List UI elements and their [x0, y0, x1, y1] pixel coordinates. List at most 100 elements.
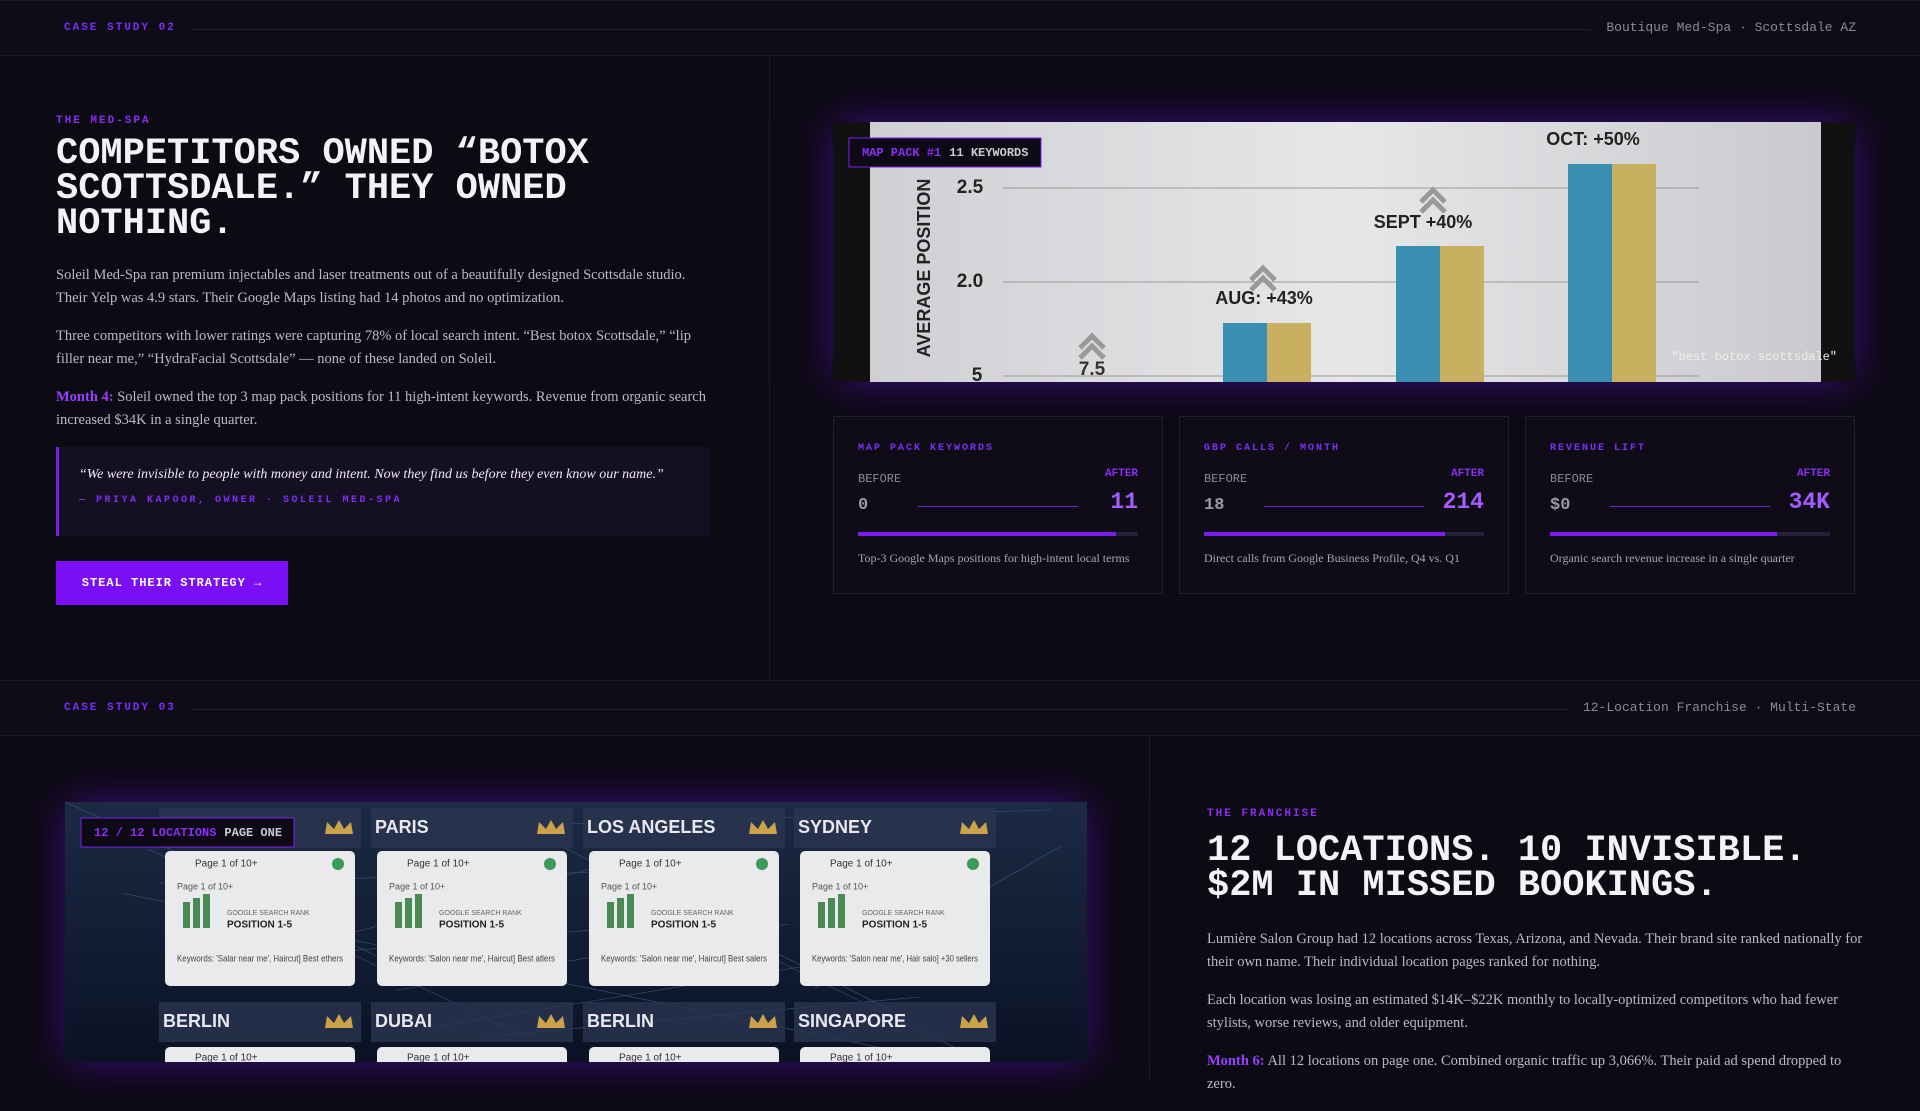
city: BERLIN [163, 1011, 230, 1031]
before-label: BEFORE [1550, 472, 1594, 486]
rank-label: GOOGLE SEARCH RANK [439, 910, 522, 917]
paragraph-text: Lumière Salon Group had 12 locations acr… [1207, 931, 1863, 970]
badge-primary: 12 / 12 LOCATIONS [94, 826, 216, 840]
after-value: 11 [1110, 489, 1138, 515]
card [589, 1047, 779, 1062]
card-icon-bar [193, 898, 200, 928]
stat-description: Organic search revenue increase in a sin… [1550, 551, 1795, 565]
image-bar [1612, 164, 1656, 382]
before-value: 0 [858, 496, 869, 515]
badge-text: 12 / 12 LOCATIONS PAGE ONE [94, 826, 282, 840]
stat-description: Top-3 Google Maps positions for high-int… [858, 551, 1130, 565]
card [377, 851, 567, 986]
card-page: Page 1 of 10+ [407, 859, 470, 870]
card-icon-bar [838, 894, 845, 928]
chevron [1078, 332, 1106, 360]
crown [960, 820, 988, 834]
card-icon-bar [627, 894, 634, 928]
paragraph-text: Three competitors with lower ratings wer… [56, 328, 691, 367]
heading: COMPETITORS OWNED “BOTOX SCOTTSDALE.” TH… [56, 136, 716, 245]
paragraph: Lumière Salon Group had 12 locations acr… [1207, 928, 1867, 974]
divider [1149, 736, 1150, 1080]
check [544, 858, 556, 870]
city: SINGAPORE [798, 1011, 906, 1031]
card-page: Page 1 of 10+ [407, 1053, 470, 1062]
card-page: Page 1 of 10+ [830, 859, 893, 870]
progress-fill [1204, 532, 1445, 536]
image-bar-label: SEPT +40% [1374, 212, 1473, 232]
chevron [1249, 264, 1277, 292]
image-bar [1396, 246, 1440, 382]
image-bar [1223, 323, 1267, 382]
after-label: AFTER [1104, 468, 1138, 480]
progress-track [858, 532, 1138, 536]
after-label: AFTER [1796, 468, 1830, 480]
heading-line: NOTHING. [56, 203, 234, 245]
stat-description: Direct calls from Google Business Profil… [1204, 551, 1460, 565]
rank-label: GOOGLE SEARCH RANK [651, 910, 734, 917]
before-value: 18 [1204, 496, 1225, 515]
image-bar-label: AUG: +43% [1215, 288, 1313, 308]
case-subtitle: 12-Location Franchise · Multi-State [1582, 700, 1856, 715]
image-bar [1568, 164, 1612, 382]
keywords: Keywords: 'Salar near me', Haircut] Best… [177, 953, 343, 963]
card [165, 1047, 355, 1062]
card-icon-bar [828, 898, 835, 928]
rank: POSITION 1-5 [651, 920, 716, 931]
chart-image: 2.5 2.0 5 AVERAGE POSITION 7.5 AUG: +43%… [833, 122, 1855, 382]
card [800, 851, 990, 986]
rank: POSITION 1-5 [439, 920, 504, 931]
attribution: — PRIYA KAPOOR, OWNER · SOLEIL MED-SPA [79, 495, 403, 506]
crown [749, 1014, 777, 1028]
arrow [918, 506, 1078, 507]
case-text: THE MED-SPA COMPETITORS OWNED “BOTOX SCO… [56, 115, 716, 605]
image-tick: 2.0 [957, 271, 983, 292]
card-icon-bar [405, 898, 412, 928]
image-tick: 5 [972, 365, 983, 382]
card-page: Page 1 of 10+ [619, 859, 682, 870]
keywords: Keywords: 'Salon near me', Haircut] Best… [601, 953, 767, 963]
heading-line: $2M IN MISSED BOOKINGS. [1207, 865, 1718, 907]
rank: POSITION 1-5 [862, 920, 927, 931]
crown [325, 820, 353, 834]
paragraph: Month 4: Soleil owned the top 3 map pack… [56, 386, 706, 432]
crown [749, 820, 777, 834]
badge [848, 137, 1042, 168]
stat-card: REVENUE LIFT BEFORE AFTER $0 34K Organic sear… [1525, 416, 1855, 594]
image-bar [1267, 323, 1311, 382]
card [165, 851, 355, 986]
lead: Month 6: [1207, 1053, 1265, 1069]
paragraphs: Soleil Med-Spa ran premium injectables a… [56, 264, 706, 432]
section-bar: CASE STUDY 03 12-Location Franchise · Mu… [0, 680, 1920, 736]
paragraph-text: All 12 locations on page one. Combined o… [1207, 1053, 1842, 1092]
crown [537, 1014, 565, 1028]
before-value: $0 [1550, 496, 1571, 515]
keywords: Keywords: 'Salon near me', Hair salo] +3… [812, 953, 978, 963]
card-page: Page 1 of 10+ [619, 1053, 682, 1062]
card-icon-bar [818, 902, 825, 928]
card-page: Page 1 of 10+ [830, 1053, 893, 1062]
before-label: BEFORE [858, 472, 902, 486]
paragraph-text: Soleil Med-Spa ran premium injectables a… [56, 267, 686, 306]
after-value: 214 [1442, 489, 1484, 515]
stat-label: GBP CALLS / MONTH [1204, 443, 1341, 454]
badge-detail: 11 KEYWORDS [949, 146, 1028, 160]
card-page: Page 1 of 10+ [195, 859, 258, 870]
image-bar [1440, 246, 1484, 382]
card-icon-bar [395, 902, 402, 928]
eyebrow: THE FRANCHISE [1207, 808, 1319, 820]
cta-button[interactable]: STEAL THEIR STRATEGY → [56, 561, 288, 605]
section-bar: CASE STUDY 02 Boutique Med-Spa · Scottsd… [0, 0, 1920, 56]
paragraph: Three competitors with lower ratings wer… [56, 325, 706, 371]
card-icon-bar [415, 894, 422, 928]
image-label: 7.5 [1079, 359, 1106, 380]
rank-label: GOOGLE SEARCH RANK [227, 910, 310, 917]
card [377, 1047, 567, 1062]
before-label: BEFORE [1204, 472, 1248, 486]
paragraph: Soleil Med-Spa ran premium injectables a… [56, 264, 706, 310]
image-tick: 2.5 [957, 177, 984, 198]
progress-track [1550, 532, 1830, 536]
after-value: 34K [1788, 489, 1830, 515]
badge-detail: PAGE ONE [224, 826, 282, 840]
city: DUBAI [375, 1011, 432, 1031]
